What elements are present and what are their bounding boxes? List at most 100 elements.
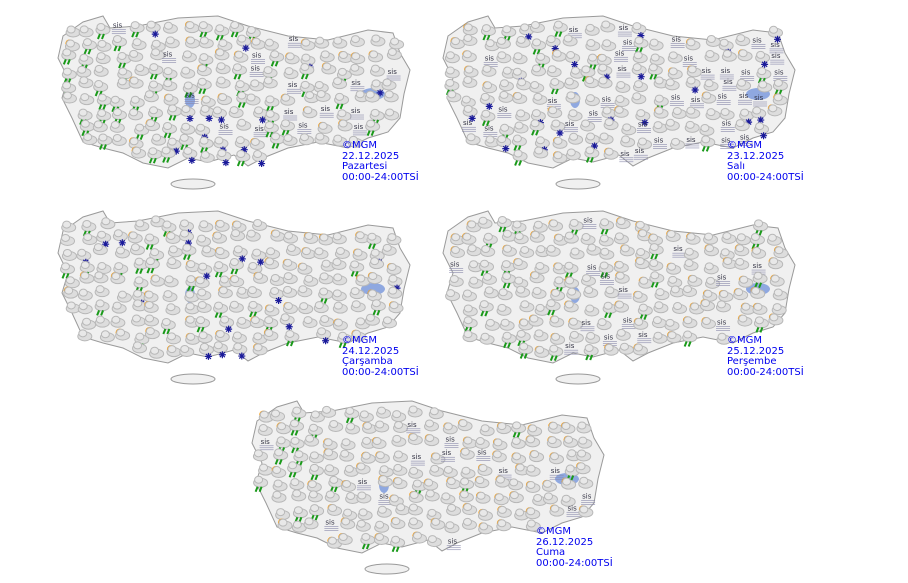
cloud-icon xyxy=(304,91,320,104)
rain-icon xyxy=(462,316,478,333)
rain-icon xyxy=(478,300,494,317)
cloud-icon xyxy=(236,118,252,131)
cloud-icon xyxy=(215,76,231,89)
cloud-icon xyxy=(111,301,127,314)
rain-icon xyxy=(548,344,564,361)
rain-icon xyxy=(147,147,163,164)
sun-icon xyxy=(229,275,245,288)
sun-icon xyxy=(445,477,461,490)
svg-text:sis: sis xyxy=(261,438,271,446)
cloud-icon xyxy=(369,257,385,270)
svg-text:sis: sis xyxy=(620,150,630,158)
cloud-icon xyxy=(247,261,263,274)
fog-icon: sis xyxy=(582,217,597,229)
snow-icon xyxy=(768,25,784,43)
cloud-icon xyxy=(653,301,669,314)
svg-text:sis: sis xyxy=(754,94,764,102)
cloud-icon xyxy=(705,276,721,289)
rain-icon xyxy=(195,316,211,333)
sun-icon xyxy=(131,146,147,159)
fog-icon: sis xyxy=(476,449,491,461)
cloud-icon xyxy=(94,315,110,328)
fog-icon: sis xyxy=(616,65,631,78)
sun-icon xyxy=(614,300,630,313)
cloud-icon xyxy=(652,331,668,344)
sun-icon xyxy=(482,81,498,94)
fog-icon: sis xyxy=(617,286,632,299)
cloud-icon xyxy=(331,289,347,302)
cloud-icon xyxy=(529,81,545,94)
fog-icon: sis xyxy=(716,319,731,331)
cloud-icon xyxy=(516,78,532,91)
cloud-icon xyxy=(465,133,481,146)
cloud-icon xyxy=(585,39,601,52)
sun-icon xyxy=(196,64,212,77)
sun-icon xyxy=(145,119,161,132)
cloud-icon xyxy=(331,232,347,245)
cloud-icon xyxy=(370,34,386,47)
sun-icon xyxy=(549,504,565,517)
cloud-icon xyxy=(512,52,528,65)
cloud-icon xyxy=(596,318,612,331)
fog-icon: sis xyxy=(737,92,752,105)
cloud-icon xyxy=(721,231,737,244)
sun-icon xyxy=(63,286,79,299)
svg-text:sis: sis xyxy=(351,79,361,87)
fog-icon: sis xyxy=(719,67,734,80)
svg-text:sis: sis xyxy=(582,493,592,501)
sun-icon xyxy=(552,262,568,275)
cloud-icon xyxy=(618,342,634,355)
cloud-icon xyxy=(445,289,461,302)
cloud-icon xyxy=(151,133,167,146)
cloud-icon xyxy=(77,302,93,315)
rain-icon xyxy=(336,67,352,85)
svg-text:sis: sis xyxy=(684,54,694,62)
rain-icon xyxy=(531,38,547,55)
rain-icon xyxy=(275,436,291,453)
sun-icon xyxy=(567,317,583,330)
svg-text:sis: sis xyxy=(186,92,196,100)
svg-text:sis: sis xyxy=(448,538,458,546)
fog-icon: sis xyxy=(162,51,177,63)
sun-icon xyxy=(297,262,313,275)
cloud-icon xyxy=(667,275,683,288)
cloud-icon xyxy=(332,134,348,147)
rain-icon xyxy=(129,21,145,38)
rain-icon xyxy=(307,423,323,441)
cloud-icon xyxy=(632,80,648,93)
cloud-icon xyxy=(545,244,561,257)
cloud-icon xyxy=(599,247,615,260)
fog-icon: sis xyxy=(461,119,476,132)
fog-icon: sis xyxy=(751,37,766,49)
cloud-icon xyxy=(671,107,687,120)
svg-text:sis: sis xyxy=(740,133,750,141)
snow-icon xyxy=(219,315,235,333)
sun-icon xyxy=(632,290,648,303)
rain-icon xyxy=(61,48,77,65)
fog-icon: sis xyxy=(111,22,126,35)
svg-text:sis: sis xyxy=(771,52,781,60)
cloud-icon xyxy=(704,49,720,62)
cloud-icon xyxy=(128,108,144,121)
cloud-icon xyxy=(444,66,460,79)
cloud-icon xyxy=(444,51,460,64)
rain-icon xyxy=(501,331,517,349)
svg-text:sis: sis xyxy=(163,51,173,59)
cloud-icon xyxy=(408,517,424,530)
svg-text:sis: sis xyxy=(407,421,417,429)
cloud-icon xyxy=(303,517,319,530)
cloud-icon xyxy=(603,118,619,131)
cloud-icon xyxy=(652,121,668,134)
cloud-icon xyxy=(613,232,629,245)
sun-icon xyxy=(534,345,550,358)
cloud-icon xyxy=(621,123,637,136)
cyprus-land xyxy=(555,178,601,190)
cloud-icon xyxy=(772,288,788,301)
cloud-icon xyxy=(93,64,109,77)
cloud-icon xyxy=(664,118,680,131)
cloud-icon xyxy=(501,229,517,242)
copyright: ©MGM xyxy=(727,335,763,346)
svg-text:sis: sis xyxy=(604,333,614,341)
sun-icon xyxy=(144,327,160,340)
cloud-icon xyxy=(82,133,98,146)
